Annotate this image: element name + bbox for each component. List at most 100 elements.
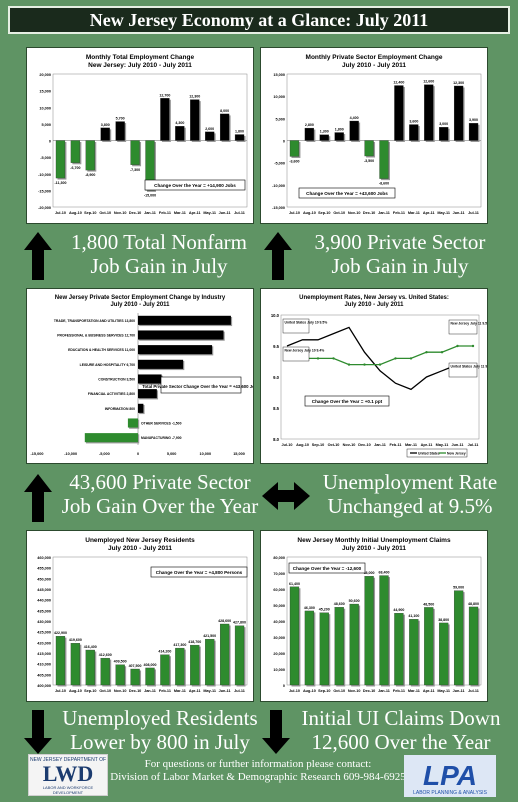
data-label: 3,900 xyxy=(469,118,478,122)
data-label: -3,600 xyxy=(289,159,299,163)
caption-total-nonfarm-line2: Job Gain in July xyxy=(90,254,228,278)
x-tick-label: Mar-11 xyxy=(408,689,420,693)
annotation-box xyxy=(304,395,390,407)
chart-private-employment: Monthly Private Sector Employment Change… xyxy=(260,47,488,224)
callout-us-start-box xyxy=(282,318,310,334)
bar xyxy=(160,98,170,141)
bar xyxy=(138,330,224,340)
x-tick-label: Apr-11 xyxy=(423,211,435,215)
x-tick-label: Jul-11 xyxy=(234,211,245,215)
x-tick-label: Apr-11 xyxy=(423,689,435,693)
plot-area xyxy=(280,314,480,440)
x-tick-label: Sep-10 xyxy=(84,689,96,693)
category-label: INFORMATION 800 xyxy=(105,407,135,411)
y-tick-label: 440,000 xyxy=(37,599,51,603)
nj-point xyxy=(394,357,397,360)
data-label: 48,600 xyxy=(334,602,345,606)
initial-claims-bar-chart: New Jersey Monthly Initial Unemployment … xyxy=(273,537,482,693)
x-tick-label: Jul-10 xyxy=(289,689,300,693)
data-label: 12,600 xyxy=(423,80,434,84)
x-tick-label: Jul-11 xyxy=(234,689,245,693)
chart-total-employment: Monthly Total Employment Change New Jerse… xyxy=(26,47,254,224)
annotation-box xyxy=(298,187,396,199)
footer-contact-line1: For questions or further information ple… xyxy=(144,758,372,770)
bar xyxy=(205,638,215,686)
x-tick-label: Nov-10 xyxy=(114,211,127,215)
chart-industry-change: New Jersey Private Sector Employment Cha… xyxy=(26,288,254,464)
x-tick-label: Sep-10 xyxy=(318,689,330,693)
callout-us-end-box xyxy=(448,362,478,378)
data-label: 61,400 xyxy=(289,582,300,586)
nj-point xyxy=(456,344,459,348)
footer-contact-line2: Division of Labor Market & Demographic R… xyxy=(110,771,406,783)
unemployment-rate-line-chart: Unemployment Rates, New Jersey vs. Unite… xyxy=(271,295,487,458)
x-tick-label: Aug-10 xyxy=(69,211,82,215)
x-tick-label: Feb-11 xyxy=(393,689,405,693)
x-tick-label: 0 xyxy=(137,452,139,456)
x-tick-label: May-11 xyxy=(203,689,216,693)
bar xyxy=(468,606,479,686)
bar xyxy=(70,643,81,686)
y-tick-label: 15,000 xyxy=(39,90,51,94)
x-tick-label: 5,000 xyxy=(167,452,177,456)
down-arrow-icon xyxy=(24,710,52,754)
nj-point xyxy=(332,357,335,360)
data-label: -6,700 xyxy=(70,166,80,170)
annotation-box xyxy=(150,566,248,578)
annotation-text: Change Over the Year = -12,600 xyxy=(293,566,362,571)
x-tick-label: Oct-10 xyxy=(333,211,345,215)
x-tick-label: Sep-10 xyxy=(318,211,330,215)
bar xyxy=(304,610,315,686)
caption-unemployed-line1: Unemployed Residents xyxy=(62,706,258,730)
x-tick-label: Feb-11 xyxy=(159,211,171,215)
x-tick-label: -5,000 xyxy=(99,452,110,456)
bar xyxy=(394,613,404,686)
x-tick-label: Oct-10 xyxy=(328,443,340,447)
chart-title: New Jersey Monthly Initial Unemployment … xyxy=(297,537,451,544)
y-tick-label: 9.0 xyxy=(273,375,279,380)
data-label: 428,600 xyxy=(218,619,231,623)
category-label: CONSTRUCTION 3,500 xyxy=(98,378,135,382)
x-tick-label: 10,000 xyxy=(200,452,212,456)
up-arrow-icon xyxy=(24,474,52,522)
y-tick-label: 450,000 xyxy=(37,577,51,581)
x-tick-label: May-11 xyxy=(436,443,449,447)
bar xyxy=(439,622,449,686)
y-tick-label: -20,000 xyxy=(38,206,51,210)
lwd-logo-sub: LABOR AND WORKFORCE DEVELOPMENT xyxy=(42,785,94,795)
nj-point xyxy=(471,344,475,348)
bar xyxy=(55,140,66,179)
chart-subtitle: July 2010 - July 2011 xyxy=(342,545,406,552)
y-tick-label: 60,000 xyxy=(273,588,285,592)
data-label: 59,000 xyxy=(453,586,464,590)
category-label: LEISURE AND HOSPITALITY 6,700 xyxy=(80,363,135,367)
callout-us-start: United States July 10 9.5% xyxy=(285,321,328,325)
chart-subtitle: New Jersey: July 2010 - July 2011 xyxy=(88,62,192,69)
x-tick-label: May-11 xyxy=(203,211,216,215)
y-tick-label: 405,000 xyxy=(37,673,51,677)
up-arrow-icon xyxy=(24,232,52,280)
x-tick-label: Nov-10 xyxy=(343,443,356,447)
data-label: 412,600 xyxy=(99,653,112,657)
y-tick-label: 455,000 xyxy=(37,567,51,571)
y-tick-label: 415,000 xyxy=(37,652,51,656)
caption-total-nonfarm-line1: 1,800 Total Nonfarm xyxy=(70,230,248,254)
data-label: 408,000 xyxy=(144,663,157,667)
data-label: 38,800 xyxy=(438,618,449,622)
bar xyxy=(319,612,329,686)
bar xyxy=(138,403,144,413)
bar xyxy=(468,123,479,141)
bar xyxy=(424,607,434,686)
data-label: 4,300 xyxy=(175,121,184,125)
bar xyxy=(175,647,185,686)
y-tick-label: 10.0 xyxy=(271,313,280,318)
bar xyxy=(349,120,359,141)
data-label: 3,000 xyxy=(439,122,448,126)
x-tick-label: Jul-10 xyxy=(282,443,293,447)
bar xyxy=(379,575,389,686)
y-tick-label: 10,000 xyxy=(273,95,285,99)
data-label: 12,300 xyxy=(453,81,464,85)
y-tick-label: 80,000 xyxy=(273,556,285,560)
bar xyxy=(289,586,300,686)
bar xyxy=(409,124,419,141)
